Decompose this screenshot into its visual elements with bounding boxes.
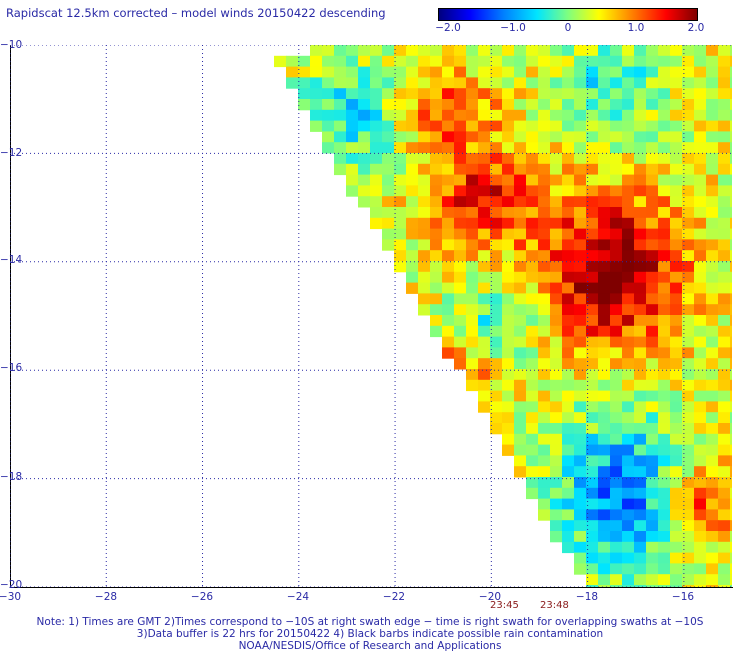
y-tick-label: −14	[0, 254, 23, 266]
y-tick-label: −16	[0, 362, 23, 374]
y-tick-label: −12	[0, 147, 23, 159]
x-tick-label: −16	[671, 591, 695, 603]
colorbar-label-pos1: 1.0	[627, 22, 645, 34]
footer-note-line2: 3)Data buffer is 22 hrs for 20150422 4) …	[136, 628, 604, 640]
graticule	[10, 45, 732, 587]
wind-cells	[274, 45, 732, 587]
swath-time-label: 23:48	[540, 600, 569, 611]
y-tick-label: −20	[0, 579, 23, 591]
x-tick-label: −22	[382, 591, 406, 603]
x-tick-label: −30	[0, 591, 22, 603]
x-tick-label: −26	[190, 591, 214, 603]
map-title: Rapidscat 12.5km corrected – model winds…	[6, 6, 386, 20]
wind-difference-map	[10, 45, 732, 587]
colorbar-legend: −2.0 −1.0 0 1.0 2.0	[435, 8, 704, 34]
colorbar-label-min: −2.0	[435, 22, 461, 34]
colorbar-label-zero: 0	[564, 22, 572, 34]
x-tick-label: −28	[94, 591, 118, 603]
x-tick-label: −18	[575, 591, 599, 603]
y-tick-label: −18	[0, 471, 23, 483]
colorbar-gradient	[438, 8, 698, 21]
x-tick-label: −20	[478, 591, 502, 603]
map-frame	[10, 45, 733, 588]
x-tick-label: −24	[286, 591, 310, 603]
colorbar-label-max: 2.0	[687, 22, 705, 34]
footer-note-line1: Note: 1) Times are GMT 2)Times correspon…	[36, 616, 704, 628]
footer-credit: NOAA/NESDIS/Office of Research and Appli…	[238, 640, 502, 652]
swath-time-label: 23:45	[490, 600, 519, 611]
y-tick-label: −10	[0, 39, 23, 51]
colorbar-label-neg1: −1.0	[500, 22, 526, 34]
